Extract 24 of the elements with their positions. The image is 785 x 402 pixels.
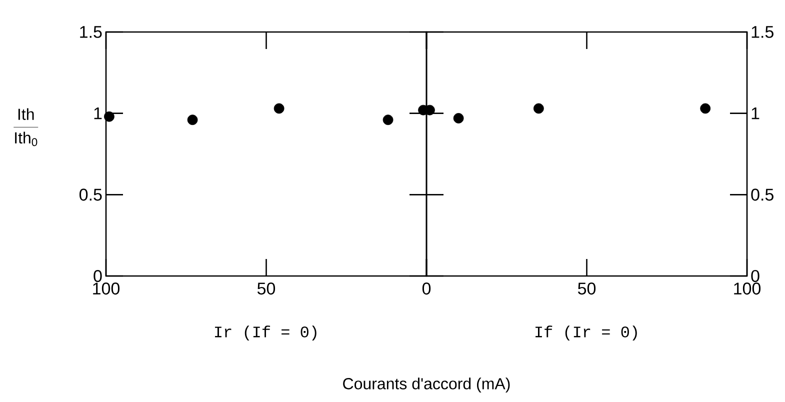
y-tick-label: 0: [751, 270, 760, 282]
point: [104, 111, 114, 122]
point: [382, 114, 394, 126]
point: [274, 103, 284, 114]
point: [700, 103, 711, 114]
y-tick-label: 0.5: [79, 188, 102, 201]
point: [533, 103, 544, 114]
y-tick-label: 1: [752, 107, 760, 120]
y-axis-title: $\frac{\mathrm{Ith}}{\mathrm{Ith}_{\mathrm{0}}}$: [14, 108, 38, 146]
x-tick-label: 50: [257, 282, 276, 295]
x-axis-title: If (Ir = 0): [536, 326, 637, 341]
y-tick-label: 0: [94, 270, 102, 282]
x-tick-label: 50: [578, 282, 596, 295]
x-tick-label: 100: [93, 282, 120, 295]
y-tick-label: 0.5: [751, 188, 774, 201]
y-tick-label: 1.5: [80, 26, 102, 38]
x-axis-title: Ir (If = 0): [215, 326, 316, 341]
x-tick-label: 0: [422, 282, 431, 295]
x-tick-label: 100: [734, 282, 761, 295]
point: [453, 113, 464, 124]
point: [187, 114, 198, 126]
y-tick-label: 1.5: [752, 26, 774, 38]
text: Courants d'accord (mA): [343, 378, 510, 393]
y-tick-label: 1: [94, 107, 102, 120]
